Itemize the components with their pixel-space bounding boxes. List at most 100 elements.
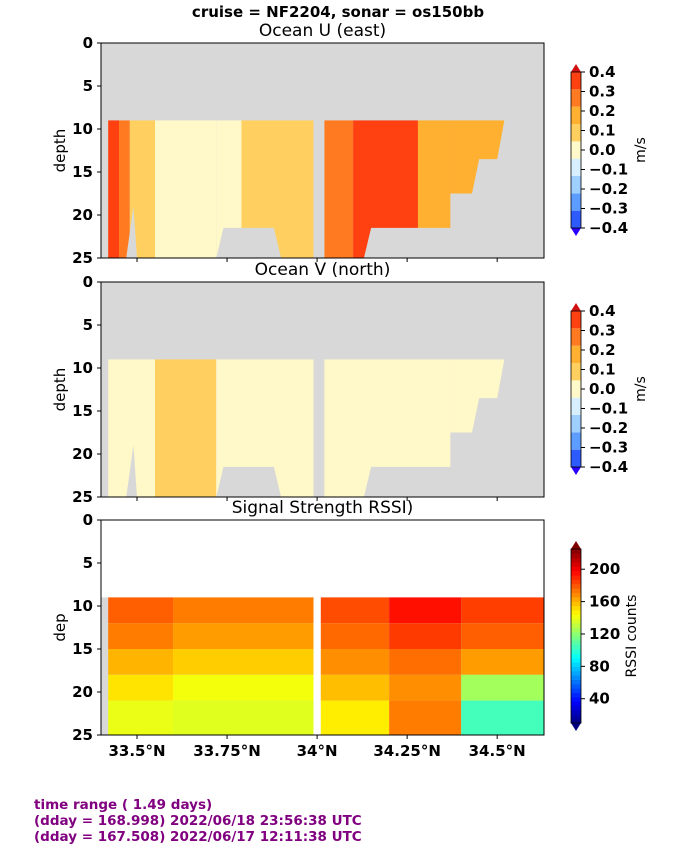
time-range-footer: time range ( 1.49 days) (dday = 168.998)… bbox=[34, 797, 362, 845]
colorbar-segment bbox=[571, 675, 581, 680]
rssi-cell bbox=[389, 597, 462, 624]
colorbar-tick-label: 0.4 bbox=[589, 63, 616, 81]
x-tick-label: 34.5°N bbox=[469, 742, 526, 760]
colorbar-label: m/s bbox=[633, 376, 649, 402]
colorbar-segment bbox=[571, 124, 581, 142]
panel-2: Ocean V (north)0510152025depth0.40.30.20… bbox=[51, 260, 649, 506]
y-tick-label: 25 bbox=[72, 488, 93, 506]
x-tick-label: 34°N bbox=[297, 742, 338, 760]
colorbar-segment bbox=[571, 657, 581, 663]
y-tick-label: 25 bbox=[72, 726, 93, 744]
data-cell bbox=[324, 120, 354, 259]
panel-1: Ocean U (east)0510152025depth0.40.30.20.… bbox=[51, 21, 649, 267]
rssi-cell bbox=[320, 649, 390, 675]
colorbar-segment bbox=[571, 679, 581, 685]
colorbar-segment bbox=[571, 692, 581, 698]
colorbar-segment bbox=[571, 449, 581, 467]
colorbar-segment bbox=[571, 588, 581, 593]
rssi-cell bbox=[320, 700, 390, 735]
data-cell bbox=[108, 120, 120, 259]
colorbar-label: m/s bbox=[633, 137, 649, 163]
colorbar-tick-label: 0.1 bbox=[589, 122, 616, 140]
colorbar-segment bbox=[571, 397, 581, 415]
colorbar-segment bbox=[571, 618, 581, 624]
colorbar-extend-max bbox=[571, 64, 581, 72]
x-tick-label: 33.5°N bbox=[108, 742, 165, 760]
colorbar-segment bbox=[571, 328, 581, 346]
data-cell bbox=[155, 359, 217, 497]
colorbar-extend-min bbox=[571, 723, 581, 731]
colorbar-segment bbox=[571, 106, 581, 124]
rssi-cell bbox=[389, 649, 462, 675]
colorbar-segment bbox=[571, 570, 581, 576]
y-tick-label: 5 bbox=[83, 77, 93, 95]
y-tick-label: 15 bbox=[72, 640, 93, 658]
time-range-line: time range ( 1.49 days) bbox=[34, 797, 213, 813]
colorbar-segment bbox=[571, 670, 581, 676]
colorbar-segment bbox=[571, 72, 581, 90]
y-tick-label: 20 bbox=[72, 206, 93, 224]
colorbar-frame bbox=[570, 310, 582, 468]
colorbar-segment bbox=[571, 141, 581, 159]
colorbar-segment bbox=[571, 627, 581, 633]
colorbar-segment bbox=[571, 622, 581, 628]
rssi-cell bbox=[173, 674, 314, 701]
colorbar-segment bbox=[571, 363, 581, 381]
colorbar-segment bbox=[571, 566, 581, 572]
axes-frame bbox=[100, 42, 545, 259]
nodata-step bbox=[126, 445, 138, 497]
y-axis-label: depth bbox=[51, 368, 69, 412]
rssi-cell bbox=[108, 649, 174, 675]
colorbar: 200 160 120 80 40 RSSI counts bbox=[570, 541, 640, 731]
colorbar-segment bbox=[571, 701, 581, 707]
colorbar-segment bbox=[571, 553, 581, 559]
colorbar-segment bbox=[571, 210, 581, 228]
empty-area bbox=[101, 520, 544, 598]
colorbar-segment bbox=[571, 653, 581, 659]
y-tick-label: 10 bbox=[72, 120, 93, 138]
colorbar-segment bbox=[571, 605, 581, 611]
colorbar-segment bbox=[571, 176, 581, 194]
y-tick-label: 5 bbox=[83, 554, 93, 572]
colorbar-segment bbox=[571, 688, 581, 694]
colorbar-segment bbox=[571, 683, 581, 689]
colorbar-segment bbox=[571, 649, 581, 654]
data-cell bbox=[155, 120, 217, 259]
colorbar-tick-label: 160 bbox=[589, 593, 620, 611]
colorbar-segment bbox=[571, 596, 581, 602]
colorbar-extend-min bbox=[571, 467, 581, 475]
rssi-cell bbox=[389, 674, 462, 701]
colorbar-segment bbox=[571, 714, 581, 720]
rssi-cell bbox=[108, 700, 174, 735]
colorbar-tick-label: −0.3 bbox=[589, 200, 628, 218]
colorbar-tick-label: −0.4 bbox=[589, 219, 628, 237]
nodata-step bbox=[126, 206, 138, 258]
colorbar-tick-label: 0.0 bbox=[589, 380, 616, 398]
colorbar: 0.4 0.30.2 0.10.0 −0.1−0.2 −0.3−0.4 m/s bbox=[570, 302, 649, 476]
nodata-step bbox=[216, 227, 282, 258]
colorbar-segment bbox=[571, 666, 581, 672]
colorbar-tick-label: 0.1 bbox=[589, 361, 616, 379]
colorbar-segment bbox=[571, 662, 581, 667]
colorbar-segment bbox=[571, 709, 581, 715]
rssi-cell bbox=[320, 597, 390, 624]
rssi-cell bbox=[173, 597, 314, 624]
x-tick-label: 33.75°N bbox=[193, 742, 261, 760]
colorbar-segment bbox=[571, 193, 581, 211]
rssi-cell bbox=[461, 623, 544, 649]
panel-3: Signal Strength RSSI) 0 5 10 15 20 25 dep 33.5°N… bbox=[51, 498, 640, 760]
colorbar-segment bbox=[571, 311, 581, 329]
rssi-cell bbox=[108, 623, 174, 649]
colorbar-tick-label: 0.3 bbox=[589, 322, 616, 340]
colorbar-segment bbox=[571, 575, 581, 580]
colorbar-tick-label: −0.2 bbox=[589, 180, 628, 198]
colorbar-tick-label: 0.2 bbox=[589, 341, 616, 359]
colorbar-segment bbox=[571, 432, 581, 450]
colorbar-segment bbox=[571, 718, 581, 724]
rssi-cell bbox=[320, 674, 390, 701]
rssi-cell bbox=[173, 649, 314, 675]
colorbar-segment bbox=[571, 705, 581, 711]
rssi-cell bbox=[320, 623, 390, 649]
colorbar-segment bbox=[571, 89, 581, 107]
y-tick-label: 15 bbox=[72, 402, 93, 420]
